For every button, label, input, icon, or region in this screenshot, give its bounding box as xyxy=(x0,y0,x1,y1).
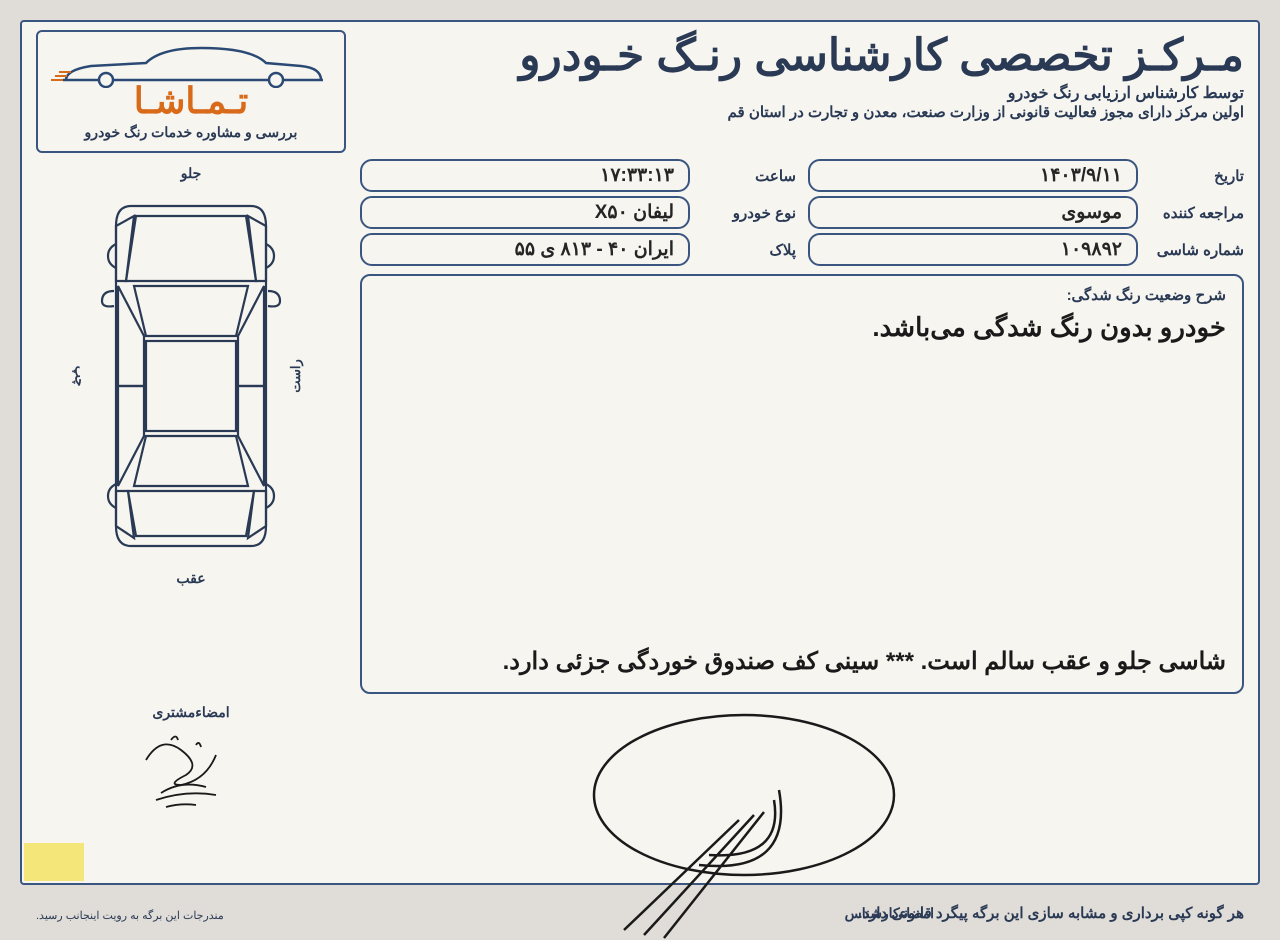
field-time: ساعت ۱۷:۳۳:۱۳ xyxy=(360,159,796,192)
cartype-value: لیفان X۵۰ xyxy=(360,196,690,229)
diagram-right-label: راست xyxy=(288,359,304,393)
time-label: ساعت xyxy=(696,167,796,185)
receipt-note: مندرجات این برگه به رویت اینجانب رسید. xyxy=(36,909,346,922)
customer-label: مراجعه کننده xyxy=(1144,204,1244,222)
customer-signature-label: امضاءمشتری xyxy=(36,704,346,721)
header: مـرکـز تخصصی کارشناسی رنـگ خـودرو توسط ک… xyxy=(36,30,1244,153)
car-diagram-icon xyxy=(86,186,296,566)
content-area: تاریخ ۱۴۰۳/۹/۱۱ ساعت ۱۷:۳۳:۱۳ مراجعه کنن… xyxy=(36,159,1244,694)
description-label: شرح وضعیت رنگ شدگی: xyxy=(378,286,1226,304)
footer-side: امضاءمشتری مندرجات این برگه به رویت اینج… xyxy=(36,700,346,930)
brand-tagline: بررسی و مشاوره خدمات رنگ خودرو xyxy=(50,124,332,141)
field-customer: مراجعه کننده موسوی xyxy=(808,196,1244,229)
cartype-label: نوع خودرو xyxy=(696,204,796,222)
diagram-front-label: جلو xyxy=(36,165,346,182)
description-line2: شاسی جلو و عقب سالم است. *** سینی کف صند… xyxy=(378,647,1226,676)
footer-main: امضاءکارشناس هر گونه کپی برداری و مشابه … xyxy=(360,700,1244,930)
customer-signature-icon xyxy=(36,725,346,820)
date-label: تاریخ xyxy=(1144,167,1244,185)
legal-notice: هر گونه کپی برداری و مشابه سازی این برگه… xyxy=(858,904,1244,922)
diagram-column: جلو راست چپ xyxy=(36,159,346,694)
field-cartype: نوع خودرو لیفان X۵۰ xyxy=(360,196,796,229)
main-column: تاریخ ۱۴۰۳/۹/۱۱ ساعت ۱۷:۳۳:۱۳ مراجعه کنن… xyxy=(360,159,1244,694)
yellow-sticker xyxy=(24,843,84,881)
plate-value: ایران ۴۰ - ۸۱۳ ی ۵۵ xyxy=(360,233,690,266)
time-value: ۱۷:۳۳:۱۳ xyxy=(360,159,690,192)
field-plate: پلاک ایران ۴۰ - ۸۱۳ ی ۵۵ xyxy=(360,233,796,266)
car-diagram-wrap: راست چپ xyxy=(61,186,321,566)
diagram-left-label: چپ xyxy=(71,366,87,387)
date-value: ۱۴۰۳/۹/۱۱ xyxy=(808,159,1138,192)
fields-grid: تاریخ ۱۴۰۳/۹/۱۱ ساعت ۱۷:۳۳:۱۳ مراجعه کنن… xyxy=(360,159,1244,266)
plate-label: پلاک xyxy=(696,241,796,259)
description-line1: خودرو بدون رنگ شدگی می‌باشد. xyxy=(378,312,1226,343)
subtitle-1: توسط کارشناس ارزیابی رنگ خودرو xyxy=(366,83,1244,103)
main-title: مـرکـز تخصصی کارشناسی رنـگ خـودرو xyxy=(366,30,1244,81)
field-chassis: شماره شاسی ۱۰۹۸۹۲ xyxy=(808,233,1244,266)
logo-box: تـمـاشـا بررسی و مشاوره خدمات رنگ خودرو xyxy=(36,30,346,153)
footer: امضاءکارشناس هر گونه کپی برداری و مشابه … xyxy=(36,700,1244,930)
document-root: مـرکـز تخصصی کارشناسی رنـگ خـودرو توسط ک… xyxy=(20,20,1260,885)
subtitle-2: اولین مرکز دارای مجوز فعالیت قانونی از و… xyxy=(366,103,1244,121)
chassis-value: ۱۰۹۸۹۲ xyxy=(808,233,1138,266)
description-box: شرح وضعیت رنگ شدگی: خودرو بدون رنگ شدگی … xyxy=(360,274,1244,694)
logo-car-icon xyxy=(50,38,332,88)
header-text: مـرکـز تخصصی کارشناسی رنـگ خـودرو توسط ک… xyxy=(366,30,1244,121)
customer-value: موسوی xyxy=(808,196,1138,229)
diagram-rear-label: عقب xyxy=(36,570,346,587)
chassis-label: شماره شاسی xyxy=(1144,241,1244,259)
field-date: تاریخ ۱۴۰۳/۹/۱۱ xyxy=(808,159,1244,192)
